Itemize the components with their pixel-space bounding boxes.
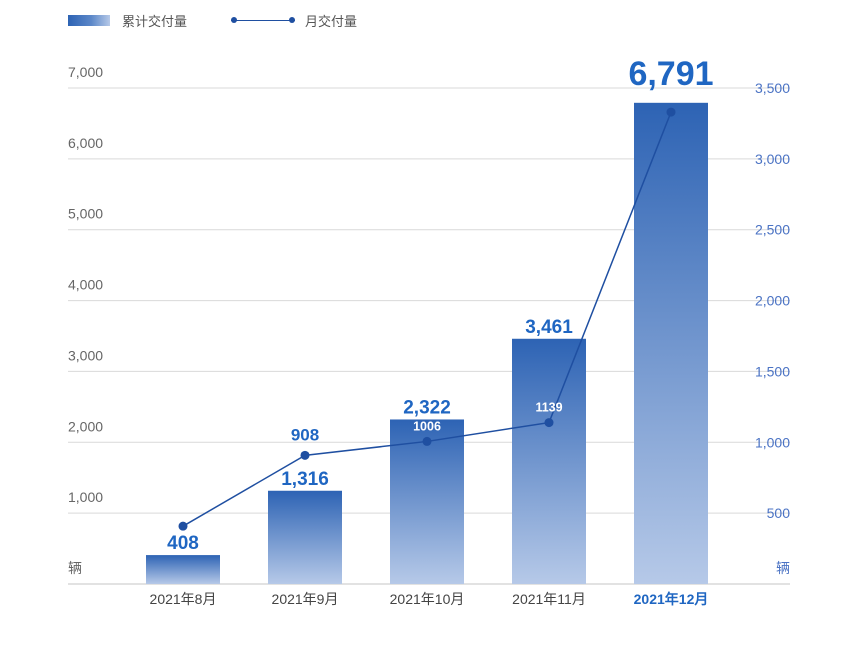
left-tick-label: 2,000 (68, 418, 103, 434)
x-tick-label: 2021年9月 (272, 591, 339, 607)
left-tick-label: 7,000 (68, 64, 103, 80)
line-point (666, 107, 676, 117)
left-tick-label: 4,000 (68, 277, 103, 293)
line-value-label: 1139 (535, 401, 562, 415)
legend-line-swatch (231, 15, 296, 26)
legend-item-monthly: 月交付量 (231, 11, 357, 30)
legend-item-cumulative: 累计交付量 (68, 11, 187, 30)
left-tick-label: 1,000 (68, 489, 103, 505)
bar-value-label: 2,322 (403, 397, 451, 418)
left-tick-label: 5,000 (68, 206, 103, 222)
legend-bar-swatch (68, 14, 110, 26)
right-tick-label: 500 (767, 505, 791, 521)
left-tick-label: 6,000 (68, 135, 103, 151)
right-tick-label: 1,000 (755, 434, 790, 450)
right-tick-label: 2,000 (755, 293, 790, 309)
legend-monthly-label: 月交付量 (305, 13, 358, 29)
x-tick-label: 2021年10月 (390, 591, 465, 607)
legend-cumulative-label: 累计交付量 (122, 13, 188, 29)
line-point (178, 521, 188, 531)
bar-value-label: 408 (167, 533, 199, 554)
x-tick-label: 2021年11月 (512, 591, 586, 607)
bar (512, 338, 586, 584)
line-value-label: 3330 (657, 90, 685, 104)
left-tick-label: 3,000 (68, 347, 103, 363)
bar-value-label: 1,316 (281, 469, 329, 490)
bar (390, 419, 464, 584)
bar-value-label: 3,461 (525, 317, 573, 338)
line-value-label: 1006 (413, 419, 441, 433)
line-value-label: 908 (291, 425, 319, 444)
right-tick-label: 2,500 (755, 222, 790, 238)
line-point (422, 436, 432, 446)
legend-line-dot (231, 17, 238, 23)
right-tick-label: 3,000 (755, 151, 790, 167)
bar (146, 555, 220, 584)
legend-line-dot (289, 17, 296, 23)
line-point (300, 450, 310, 460)
right-axis-unit: 辆 (776, 560, 790, 576)
legend: 累计交付量 月交付量 (68, 10, 401, 30)
left-axis-unit: 辆 (68, 560, 82, 576)
bar (634, 102, 708, 584)
right-tick-label: 3,500 (755, 80, 790, 96)
bar (268, 490, 342, 584)
bar-value-label: 6,791 (628, 55, 713, 93)
x-tick-label: 2021年8月 (150, 591, 217, 607)
line-point (544, 418, 554, 428)
x-tick-label: 2021年12月 (634, 591, 709, 607)
right-tick-label: 1,500 (755, 363, 790, 379)
